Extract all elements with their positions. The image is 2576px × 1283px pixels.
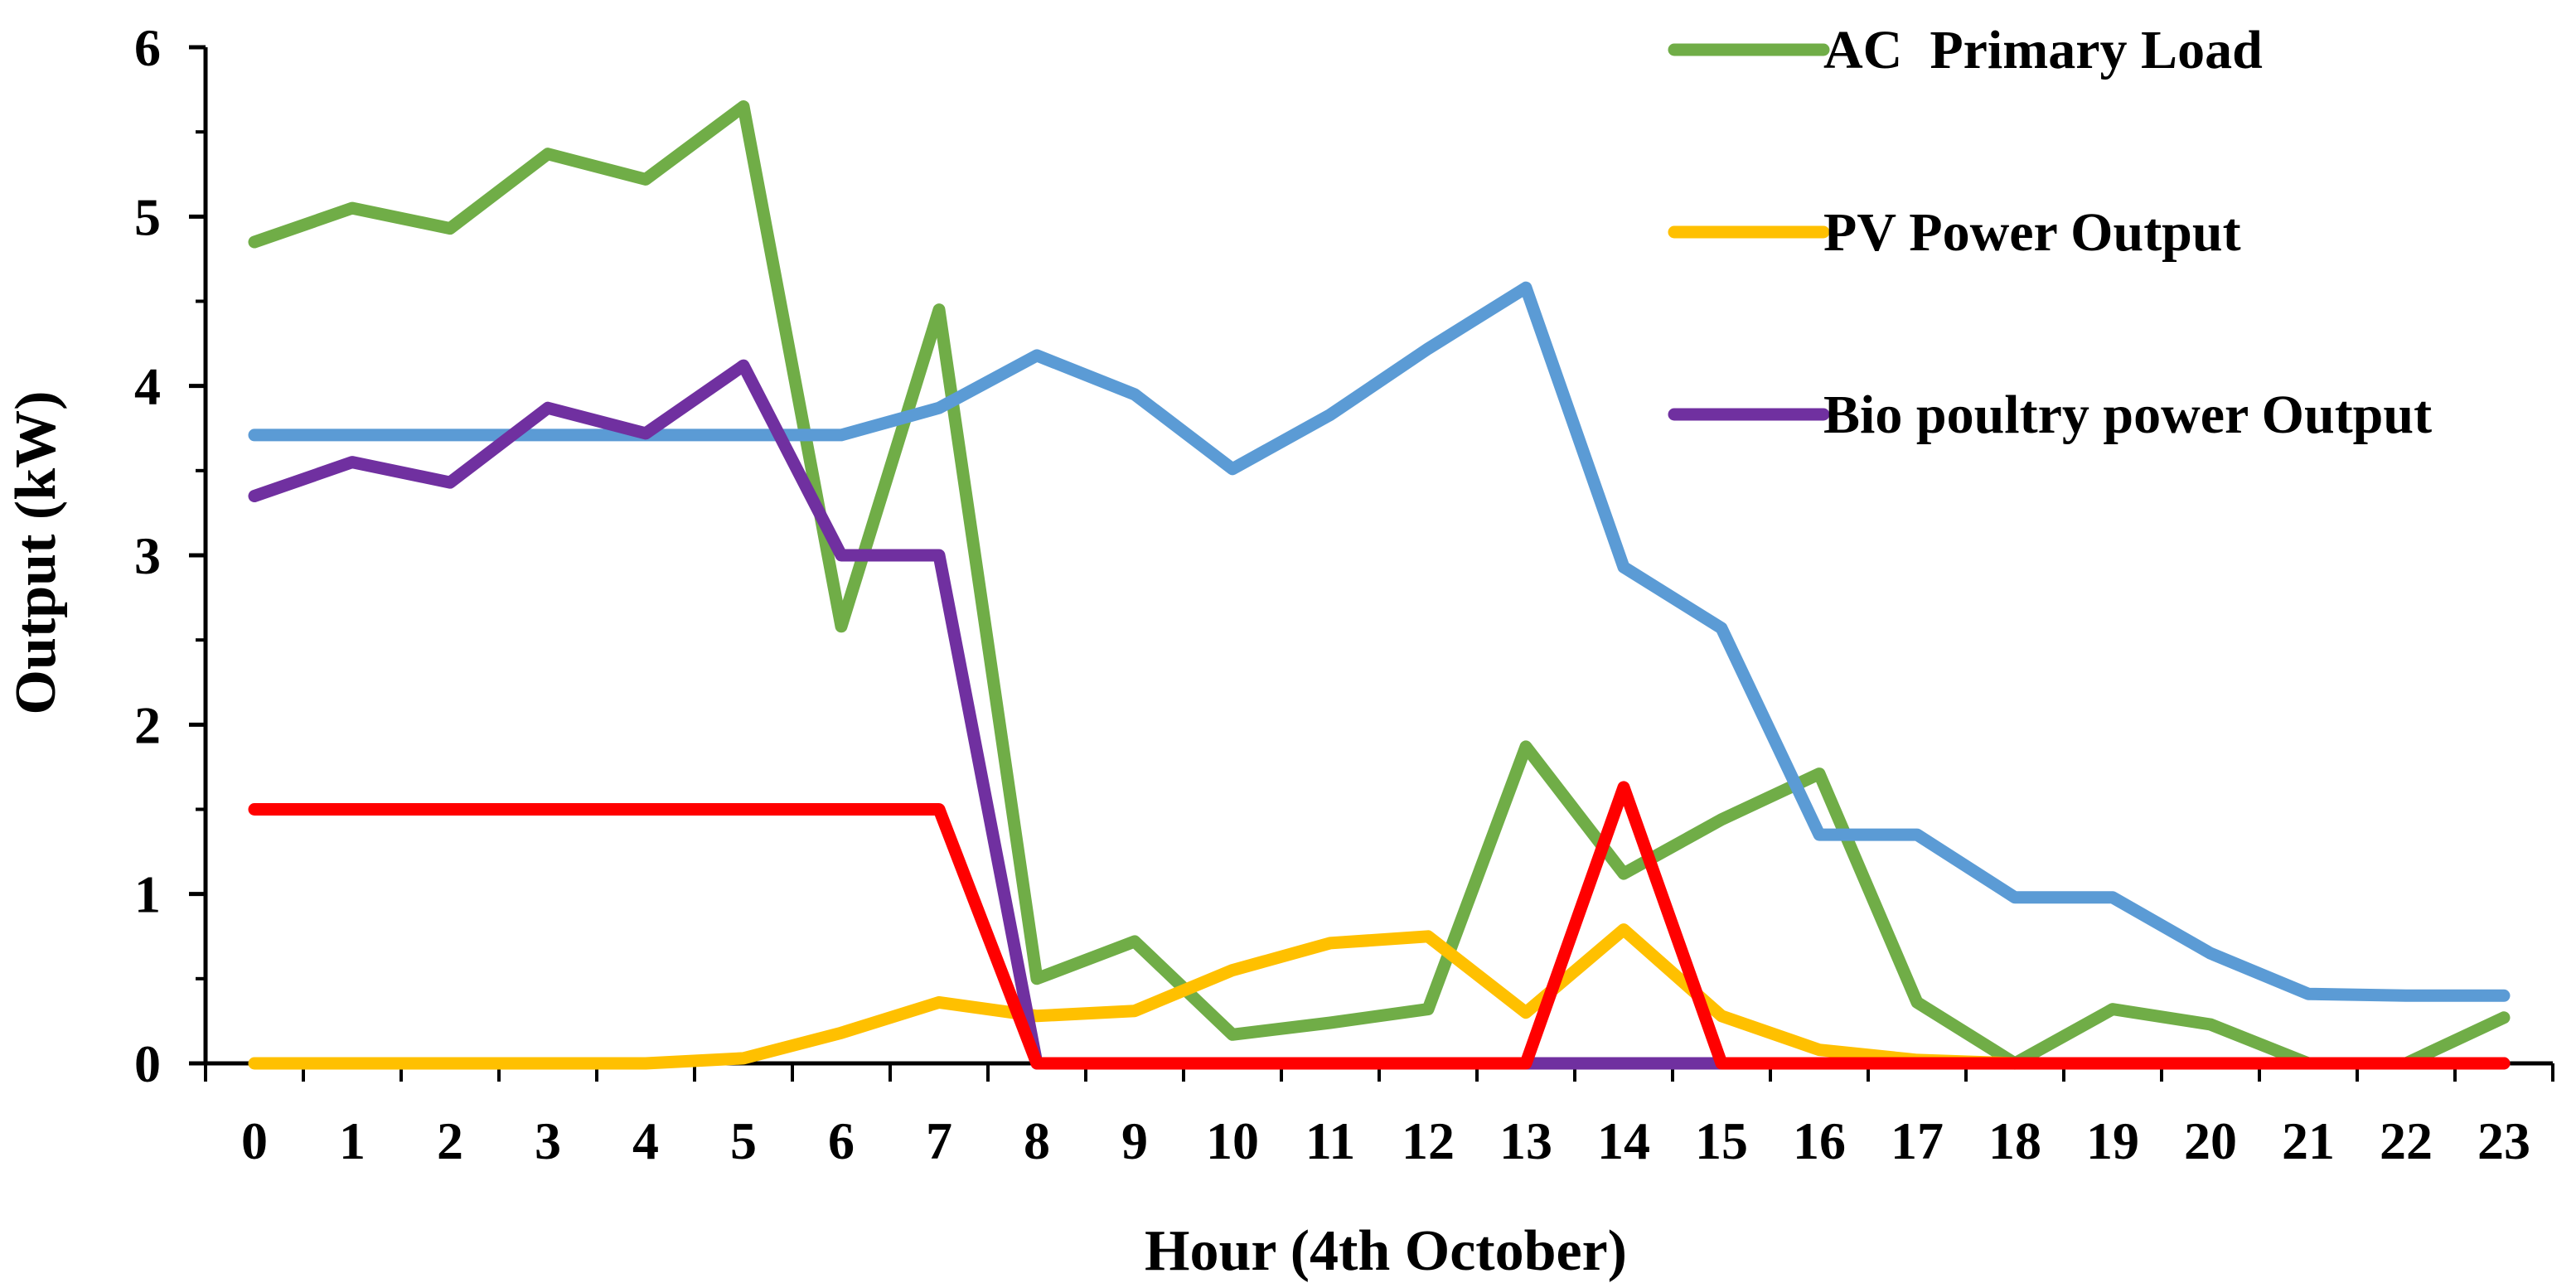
x-tick-label: 7 bbox=[926, 1111, 952, 1170]
x-tick-label: 13 bbox=[1499, 1111, 1552, 1170]
series-line-series-4 bbox=[248, 781, 2511, 1070]
x-tick-label: 3 bbox=[535, 1111, 561, 1170]
legend-label: Bio poultry power Output bbox=[1823, 385, 2432, 445]
x-tick-label: 21 bbox=[2282, 1111, 2335, 1170]
x-tick-label: 8 bbox=[1024, 1111, 1050, 1170]
x-tick-label: 11 bbox=[1305, 1111, 1355, 1170]
series-layer bbox=[248, 100, 2511, 1070]
series-line-pv-power-output bbox=[248, 923, 2511, 1070]
y-tick-label: 1 bbox=[134, 865, 161, 924]
x-tick-label: 19 bbox=[2086, 1111, 2139, 1170]
x-tick-label: 2 bbox=[437, 1111, 463, 1170]
y-tick-label: 3 bbox=[134, 526, 161, 585]
y-tick-label: 4 bbox=[134, 357, 161, 416]
y-tick-label: 6 bbox=[134, 18, 161, 77]
legend-label: PV Power Output bbox=[1823, 202, 2241, 263]
series-line-bio-poultry-power-output bbox=[248, 359, 2511, 1070]
x-tick-label: 1 bbox=[339, 1111, 366, 1170]
x-tick-label: 15 bbox=[1695, 1111, 1748, 1170]
x-tick-label: 14 bbox=[1597, 1111, 1650, 1170]
series-line-ac-primary-load bbox=[248, 100, 2511, 1070]
legend: AC Primary Load PV Power Output Bio poultr… bbox=[1668, 20, 2432, 445]
x-tick-label: 16 bbox=[1793, 1111, 1846, 1170]
x-axis-title: Hour (4th October) bbox=[1145, 1219, 1627, 1283]
x-tick-label: 22 bbox=[2380, 1111, 2433, 1170]
y-tick-label: 2 bbox=[134, 695, 161, 754]
y-tick-label: 5 bbox=[134, 187, 161, 246]
y-axis-title: Output (kW) bbox=[4, 391, 68, 715]
legend-label: AC Primary Load bbox=[1823, 20, 2263, 80]
y-tick-label: 0 bbox=[134, 1034, 161, 1093]
x-tick-label: 10 bbox=[1206, 1111, 1259, 1170]
x-tick-label: 0 bbox=[241, 1111, 268, 1170]
x-tick-label: 12 bbox=[1402, 1111, 1455, 1170]
x-tick-label: 17 bbox=[1891, 1111, 1944, 1170]
x-tick-label: 4 bbox=[632, 1111, 659, 1170]
x-tick-label: 18 bbox=[1988, 1111, 2041, 1170]
x-tick-label: 5 bbox=[730, 1111, 757, 1170]
x-tick-label: 23 bbox=[2477, 1111, 2530, 1170]
x-tick-label: 6 bbox=[828, 1111, 855, 1170]
x-tick-label: 9 bbox=[1121, 1111, 1148, 1170]
x-tick-label: 20 bbox=[2184, 1111, 2237, 1170]
